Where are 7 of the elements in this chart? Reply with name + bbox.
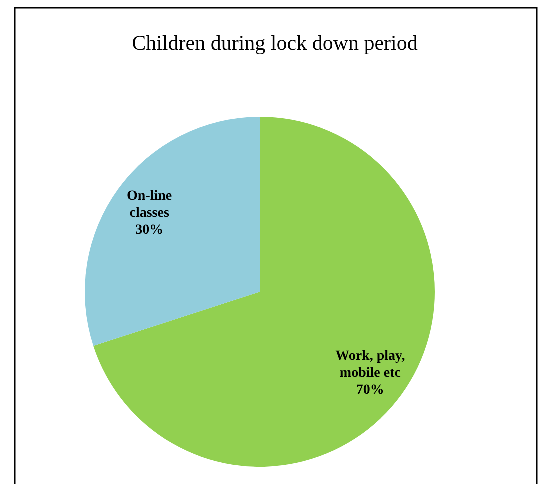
data-label: 30% xyxy=(136,222,164,238)
data-label: 70% xyxy=(356,383,384,398)
pie-slice xyxy=(94,117,435,467)
slice-label: Work, play, mobile etc xyxy=(336,349,406,382)
slice-label: On-line classes xyxy=(127,188,172,221)
pie-slice xyxy=(85,117,260,346)
chart-title: Children during lock down period xyxy=(132,31,418,55)
